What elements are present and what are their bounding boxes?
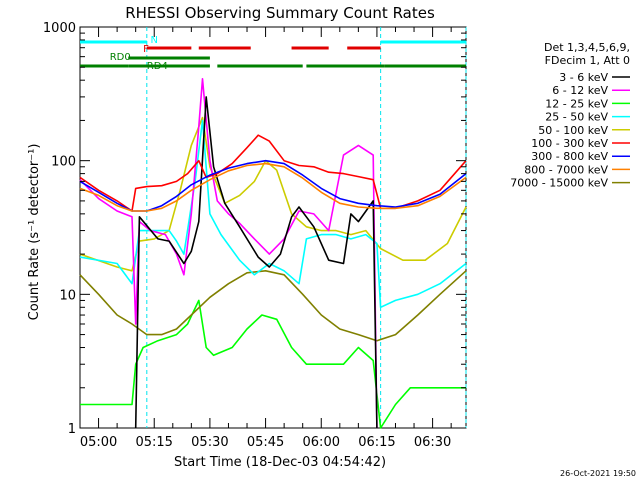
series-line-800-7000-kev	[79, 162, 467, 212]
legend-label: 7000 - 15000 keV	[510, 177, 608, 190]
x-tick-label: 06:15	[358, 435, 395, 450]
series-line-7000-15000-kev	[79, 269, 467, 342]
legend-label: 100 - 300 keV	[531, 137, 608, 150]
series-group	[79, 78, 467, 429]
x-tick-label: 05:45	[247, 435, 284, 450]
y-tick-label: 1	[68, 422, 76, 437]
y-tick-label: 100	[51, 155, 76, 170]
legend-label: 300 - 800 keV	[531, 150, 608, 163]
f-flag-label: F	[143, 44, 149, 55]
legend-label: 3 - 6 keV	[559, 71, 608, 84]
timestamp: 26-Oct-2021 19:50	[560, 469, 636, 478]
chart-title: RHESSI Observing Summary Count Rates	[125, 4, 435, 22]
series-line-3-6-kev	[134, 96, 378, 429]
x-tick-label: 05:00	[80, 435, 117, 450]
legend-label: 6 - 12 keV	[552, 84, 608, 97]
legend-label: 12 - 25 keV	[545, 97, 608, 110]
y-axis-label: Count Rate (s⁻¹ detector⁻¹)	[27, 144, 42, 321]
legend-header-line-1: Det 1,3,4,5,6,9,	[544, 41, 630, 54]
series-line-100-300-kev	[79, 134, 467, 212]
plot-frame	[79, 26, 467, 429]
rd0-flag-label: RD0	[110, 52, 131, 63]
flag-bars: NF RD0 RD4	[80, 27, 467, 428]
series-line-6-12-kev	[79, 78, 378, 429]
rd4-flag-label: RD4	[147, 61, 168, 72]
axis-ticks: 1 10 100 1000 05:00 05:15 05:30 05:45 06:00 06:15…	[43, 21, 466, 450]
legend-label: 25 - 50 keV	[545, 111, 608, 124]
x-tick-label: 05:15	[135, 435, 172, 450]
series-line-25-50-kev	[79, 119, 467, 309]
x-tick-label: 06:00	[303, 435, 340, 450]
x-axis-label: Start Time (18-Dec-03 04:54:42)	[174, 455, 386, 470]
y-tick-label: 1000	[43, 21, 76, 36]
legend-label: 800 - 7000 keV	[524, 163, 608, 176]
x-tick-label: 05:30	[191, 435, 228, 450]
x-tick-label: 06:30	[414, 435, 451, 450]
series-line-12-25-kev	[80, 299, 466, 429]
legend-label: 50 - 100 keV	[538, 124, 608, 137]
y-tick-label: 10	[59, 288, 76, 303]
n-flag-label: N	[151, 35, 158, 46]
legend-header-line-2: FDecim 1, Att 0	[545, 54, 630, 67]
